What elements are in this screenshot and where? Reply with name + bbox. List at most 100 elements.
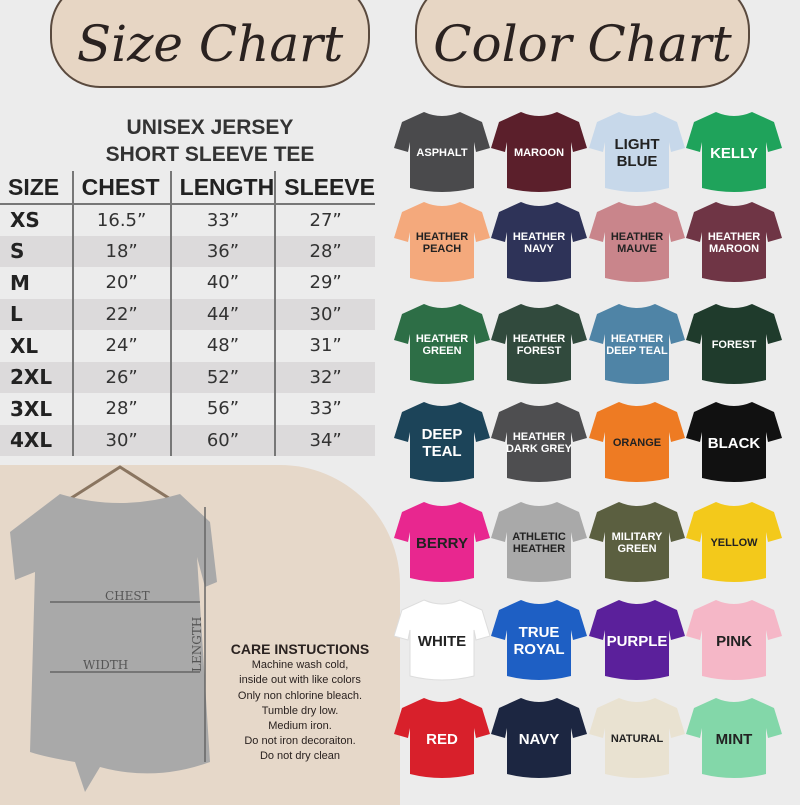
color-swatch-deep-teal[interactable]: DEEP TEAL bbox=[394, 398, 490, 484]
sleeve-value: 27” bbox=[274, 204, 375, 236]
color-swatch-black[interactable]: BLACK bbox=[686, 398, 782, 484]
tshirt-icon bbox=[686, 600, 782, 680]
column-header: CHEST bbox=[71, 171, 171, 205]
color-swatch-forest[interactable]: FOREST bbox=[686, 300, 782, 386]
care-line: Do not iron decoraiton. bbox=[244, 735, 356, 748]
color-name: MAROON bbox=[513, 147, 565, 159]
color-swatch-asphalt[interactable]: ASPHALT bbox=[394, 108, 490, 194]
color-name: ASPHALT bbox=[416, 147, 468, 159]
tshirt-icon bbox=[589, 202, 685, 282]
color-name: HEATHER MAUVE bbox=[610, 231, 664, 255]
color-name: HEATHER GREEN bbox=[415, 333, 469, 357]
color-name: PINK bbox=[716, 632, 752, 650]
color-name: NAVY bbox=[518, 730, 560, 748]
color-name: YELLOW bbox=[710, 537, 758, 549]
tshirt-icon bbox=[589, 698, 685, 778]
color-name: NATURAL bbox=[610, 733, 664, 745]
color-swatch-heather-green[interactable]: HEATHER GREEN bbox=[394, 300, 490, 386]
color-swatch-heather-dark-grey[interactable]: HEATHER DARK GREY bbox=[491, 398, 587, 484]
hanger-icon bbox=[64, 465, 176, 504]
size-row: S 18” 36” 28” bbox=[0, 235, 375, 267]
color-swatch-berry[interactable]: BERRY bbox=[394, 498, 490, 584]
tshirt-icon bbox=[394, 502, 490, 582]
column-header: SIZE bbox=[0, 171, 73, 205]
color-swatch-athletic-heather[interactable]: ATHLETIC HEATHER bbox=[491, 498, 587, 584]
color-name: HEATHER MAROON bbox=[707, 231, 761, 255]
chest-value: 26” bbox=[71, 361, 171, 393]
color-name: TRUE ROYAL bbox=[513, 624, 565, 658]
product-subtitle: UNISEX JERSEY SHORT SLEEVE TEE bbox=[60, 114, 360, 168]
size-table-header: SIZE CHEST LENGTH SLEEVE bbox=[0, 171, 375, 205]
color-swatch-heather-peach[interactable]: HEATHER PEACH bbox=[394, 198, 490, 284]
tshirt-icon bbox=[394, 599, 490, 681]
color-swatch-red[interactable]: RED bbox=[394, 694, 490, 780]
color-swatch-heather-mauve[interactable]: HEATHER MAUVE bbox=[589, 198, 685, 284]
color-swatch-mint[interactable]: MINT bbox=[686, 694, 782, 780]
color-swatch-purple[interactable]: PURPLE bbox=[589, 596, 685, 682]
color-swatch-true-royal[interactable]: TRUE ROYAL bbox=[491, 596, 587, 682]
sleeve-value: 29” bbox=[274, 267, 375, 299]
color-swatch-heather-forest[interactable]: HEATHER FOREST bbox=[491, 300, 587, 386]
color-swatch-white[interactable]: WHITE bbox=[394, 596, 490, 682]
length-value: 60” bbox=[169, 424, 276, 456]
color-name: DEEP TEAL bbox=[421, 426, 463, 460]
tshirt-icon bbox=[589, 402, 685, 482]
tshirt-icon bbox=[589, 304, 685, 384]
size-row: M 20” 40” 29” bbox=[0, 267, 375, 299]
chest-value: 18” bbox=[71, 235, 171, 267]
tshirt-icon bbox=[686, 304, 782, 384]
size-row: 3XL 28” 56” 33” bbox=[0, 393, 375, 425]
color-swatch-military-green[interactable]: MILITARY GREEN bbox=[589, 498, 685, 584]
color-name: HEATHER DARK GREY bbox=[505, 431, 572, 455]
color-swatch-orange[interactable]: ORANGE bbox=[589, 398, 685, 484]
color-name: MILITARY GREEN bbox=[611, 531, 663, 555]
color-name: HEATHER FOREST bbox=[512, 333, 566, 357]
size-row: XL 24” 48” 31” bbox=[0, 330, 375, 362]
tshirt-icon bbox=[589, 112, 685, 192]
color-name: PURPLE bbox=[606, 632, 668, 650]
color-name: MINT bbox=[715, 730, 753, 748]
tshirt-icon bbox=[589, 600, 685, 680]
size-label: S bbox=[0, 235, 73, 267]
tshirt-icon bbox=[394, 304, 490, 384]
length-value: 56” bbox=[169, 393, 276, 425]
tshirt-icon bbox=[394, 112, 490, 192]
color-swatch-heather-deep-teal[interactable]: HEATHER DEEP TEAL bbox=[589, 300, 685, 386]
size-label: M bbox=[10, 270, 30, 295]
chest-value: 30” bbox=[71, 424, 171, 456]
color-swatch-heather-maroon[interactable]: HEATHER MAROON bbox=[686, 198, 782, 284]
care-line: Only non chlorine bleach. bbox=[237, 689, 363, 702]
length-value: 44” bbox=[169, 298, 276, 330]
sleeve-value: 31” bbox=[274, 330, 375, 362]
color-swatch-maroon[interactable]: MAROON bbox=[491, 108, 587, 194]
chest-value: 24” bbox=[71, 330, 171, 362]
care-line: Do not dry clean bbox=[259, 750, 341, 763]
color-swatch-natural[interactable]: NATURAL bbox=[589, 694, 685, 780]
color-swatch-yellow[interactable]: YELLOW bbox=[686, 498, 782, 584]
size-label: 4XL bbox=[0, 424, 73, 456]
color-name: ATHLETIC HEATHER bbox=[512, 531, 566, 555]
color-chart-title: Color Chart bbox=[415, 0, 750, 88]
size-row: 2XL 26” 52” 32” bbox=[0, 361, 375, 393]
color-swatch-light-blue[interactable]: LIGHT BLUE bbox=[589, 108, 685, 194]
sleeve-value: 32” bbox=[274, 361, 375, 393]
color-swatch-pink[interactable]: PINK bbox=[686, 596, 782, 682]
size-row: L 22” 44” 30” bbox=[0, 298, 375, 330]
color-swatch-navy[interactable]: NAVY bbox=[491, 694, 587, 780]
color-name: FOREST bbox=[711, 339, 757, 351]
length-value: 48” bbox=[169, 330, 276, 362]
tshirt-icon bbox=[491, 202, 587, 282]
chest-value: 16.5” bbox=[71, 204, 171, 236]
color-name: WHITE bbox=[417, 632, 467, 650]
size-row: 4XL 30” 60” 34” bbox=[0, 424, 375, 456]
sleeve-value: 33” bbox=[274, 393, 375, 425]
size-label: 3XL bbox=[10, 396, 53, 421]
color-swatch-kelly[interactable]: KELLY bbox=[686, 108, 782, 194]
column-header: SLEEVE bbox=[274, 171, 375, 205]
color-swatch-heather-navy[interactable]: HEATHER NAVY bbox=[491, 198, 587, 284]
color-name: BLACK bbox=[707, 434, 761, 452]
tshirt-icon bbox=[686, 112, 782, 192]
tshirt-icon bbox=[686, 402, 782, 482]
length-value: 52” bbox=[169, 361, 276, 393]
tshirt-icon bbox=[491, 698, 587, 778]
